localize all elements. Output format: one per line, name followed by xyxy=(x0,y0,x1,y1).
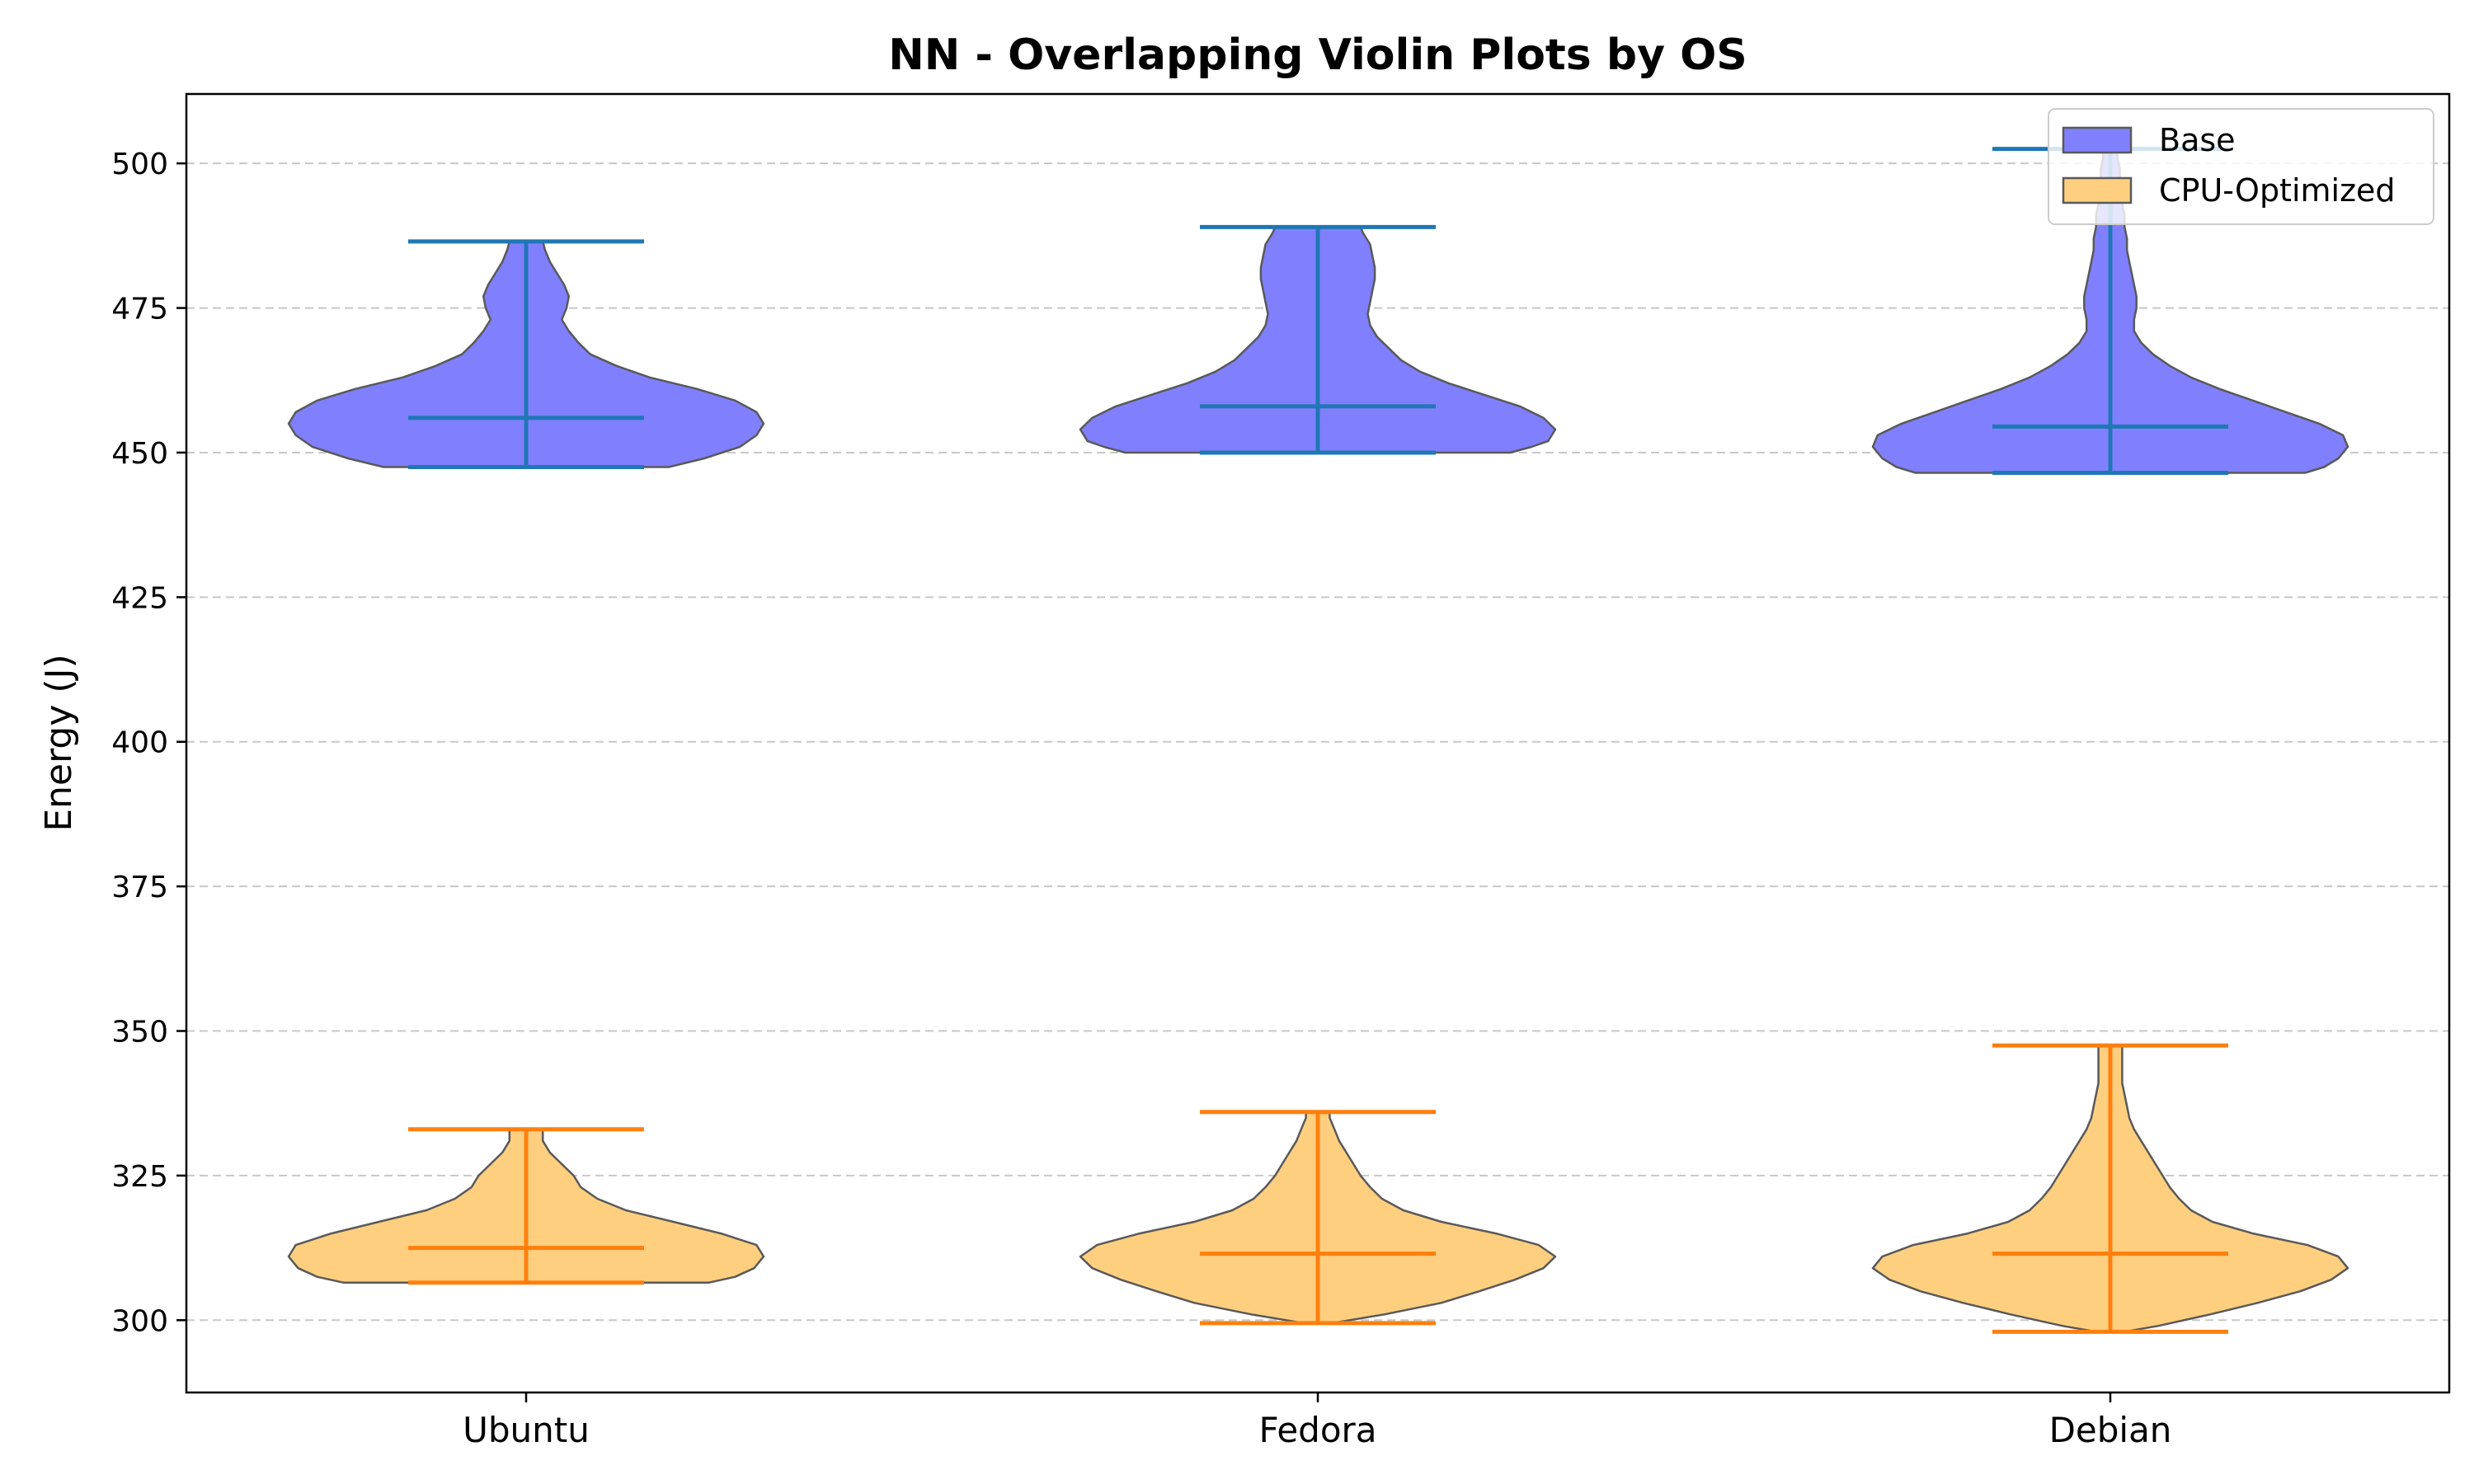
y-axis-label: Energy (J) xyxy=(38,654,80,831)
legend-label-base: Base xyxy=(2159,122,2236,158)
legend-swatch-cpu-optimized xyxy=(2062,176,2133,204)
y-tick-label-500: 500 xyxy=(111,148,168,181)
y-tick-label-375: 375 xyxy=(111,871,168,904)
y-tick-label-475: 475 xyxy=(111,293,168,326)
x-tick-label-fedora: Fedora xyxy=(1258,1410,1376,1450)
legend: Base CPU-Optimized xyxy=(2048,108,2434,225)
legend-swatch-base xyxy=(2062,126,2133,154)
y-tick-label-325: 325 xyxy=(111,1160,168,1194)
legend-label-cpu-optimized: CPU-Optimized xyxy=(2159,172,2396,209)
y-tick-label-400: 400 xyxy=(111,726,168,760)
y-tick-label-450: 450 xyxy=(111,437,168,471)
y-tick-label-425: 425 xyxy=(111,581,168,615)
legend-box xyxy=(2048,108,2434,225)
chart-title: NN - Overlapping Violin Plots by OS xyxy=(888,31,1747,80)
x-tick-label-debian: Debian xyxy=(2049,1410,2172,1450)
y-axis-ticks: 300 325 350 375 400 425 450 475 500 xyxy=(111,148,186,1338)
x-axis-ticks: Ubuntu Fedora Debian xyxy=(463,1392,2171,1450)
y-tick-label-350: 350 xyxy=(111,1016,168,1050)
violin-stat-lines xyxy=(408,147,2228,1334)
y-tick-label-300: 300 xyxy=(111,1304,168,1338)
x-tick-label-ubuntu: Ubuntu xyxy=(463,1410,590,1450)
